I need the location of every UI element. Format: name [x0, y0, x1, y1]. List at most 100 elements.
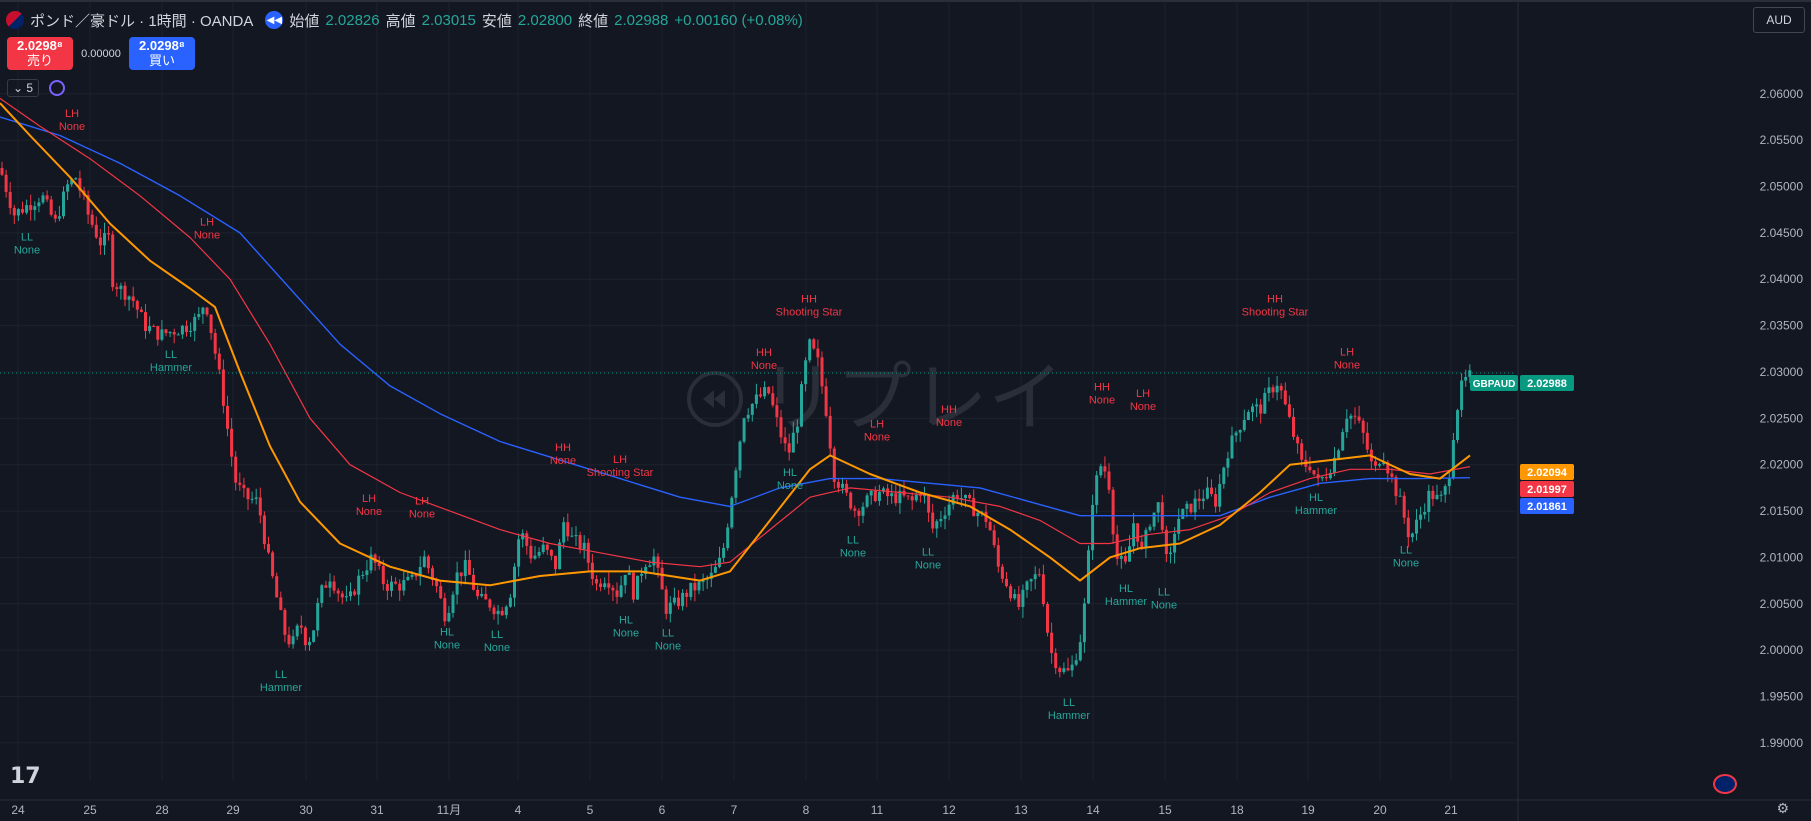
candle — [1230, 426, 1234, 460]
candle-body — [1193, 498, 1197, 513]
candle — [1296, 434, 1300, 454]
candle-body — [525, 533, 529, 546]
candle-body — [1107, 471, 1111, 490]
sell-button[interactable]: 2.0298⁸ 売り — [7, 37, 73, 70]
candle — [570, 527, 574, 538]
candle — [882, 486, 885, 494]
pattern-label-candle: None — [194, 229, 220, 241]
candle-body — [771, 393, 775, 406]
candle — [508, 594, 512, 608]
indicator-collapse-button[interactable]: ⌄ 5 — [7, 79, 40, 97]
candle — [144, 304, 147, 339]
candle — [189, 322, 193, 337]
symbol-title[interactable]: ポンド／豪ドル · 1時間 · OANDA — [30, 12, 254, 30]
candle-body — [836, 481, 840, 488]
candle-body — [1234, 432, 1238, 436]
candle — [1292, 408, 1295, 440]
pattern-label-type: HL — [619, 614, 633, 626]
candle-body — [115, 287, 119, 290]
candle — [1185, 501, 1189, 518]
candle — [148, 316, 152, 334]
candle — [775, 397, 779, 427]
pattern-label-candle: Shooting Star — [587, 467, 654, 479]
candle — [443, 592, 447, 627]
change-value: +0.00160 (+0.08%) — [674, 11, 803, 29]
candle-body — [1378, 464, 1382, 466]
candle-body — [775, 405, 779, 418]
candle — [636, 575, 639, 600]
candle-body — [869, 490, 873, 496]
candle — [492, 604, 496, 620]
x-tick-label: 8 — [803, 803, 810, 817]
loading-indicator-icon — [49, 80, 66, 96]
buy-button[interactable]: 2.0298⁸ 買い — [129, 37, 195, 70]
candle-body — [914, 494, 918, 501]
candle-body — [275, 576, 279, 598]
candle-body — [1357, 416, 1361, 421]
candle — [927, 493, 931, 523]
candle-body — [820, 357, 824, 387]
low-value: 2.02800 — [517, 11, 573, 29]
candle — [603, 577, 607, 590]
candle — [988, 518, 992, 531]
candle — [685, 589, 689, 608]
candle — [1169, 546, 1172, 564]
currency-select[interactable]: AUD — [1753, 7, 1805, 33]
candle — [139, 306, 143, 313]
candle — [1341, 428, 1345, 452]
candle — [734, 467, 738, 504]
pattern-label-candle: Hammer — [1295, 505, 1338, 517]
candle — [996, 537, 1000, 573]
candle-body — [812, 339, 816, 349]
candle — [25, 199, 29, 215]
candle — [1099, 463, 1103, 478]
candle-body — [849, 492, 853, 509]
candle-body — [1095, 475, 1099, 505]
candle — [1357, 405, 1361, 424]
x-tick-label: 31 — [370, 803, 384, 817]
candle — [426, 554, 430, 574]
settings-gear-icon[interactable]: ⚙ — [1776, 800, 1789, 816]
candle — [86, 190, 90, 224]
candle-body — [226, 405, 229, 429]
candle-body — [377, 562, 381, 567]
price-tag-symbol: GBPAUD — [1473, 379, 1516, 390]
candle — [283, 607, 287, 643]
uk-flag-icon[interactable] — [1713, 774, 1737, 794]
pattern-label-type: LL — [491, 629, 503, 641]
candle — [299, 615, 303, 634]
candle — [910, 492, 914, 510]
candle — [1406, 509, 1410, 548]
candle-body — [972, 498, 976, 517]
candle-body — [513, 566, 516, 598]
candle-body — [107, 233, 111, 235]
pattern-label-type: LH — [200, 216, 214, 228]
candle-body — [541, 544, 545, 553]
candle-body — [66, 184, 70, 192]
candle-body — [1361, 420, 1365, 433]
candle-body — [828, 415, 832, 449]
candle — [1238, 429, 1242, 442]
candle — [1275, 376, 1279, 401]
candle — [726, 523, 730, 551]
candle-body — [988, 521, 992, 531]
y-tick-label: 2.04000 — [1760, 272, 1804, 286]
candle — [336, 588, 340, 602]
candle-body — [1136, 523, 1140, 542]
candle-body — [1415, 519, 1418, 534]
candle — [1066, 657, 1070, 672]
candle-body — [787, 443, 791, 453]
candle — [328, 573, 332, 598]
candle-body — [308, 641, 311, 646]
replay-rewind-icon[interactable]: ◀◀ — [265, 11, 284, 29]
tradingview-logo[interactable]: 17 — [10, 764, 41, 789]
candle-body — [135, 301, 139, 310]
candle-body — [217, 353, 221, 370]
pattern-label-candle: Hammer — [260, 682, 303, 694]
candle — [402, 569, 406, 596]
